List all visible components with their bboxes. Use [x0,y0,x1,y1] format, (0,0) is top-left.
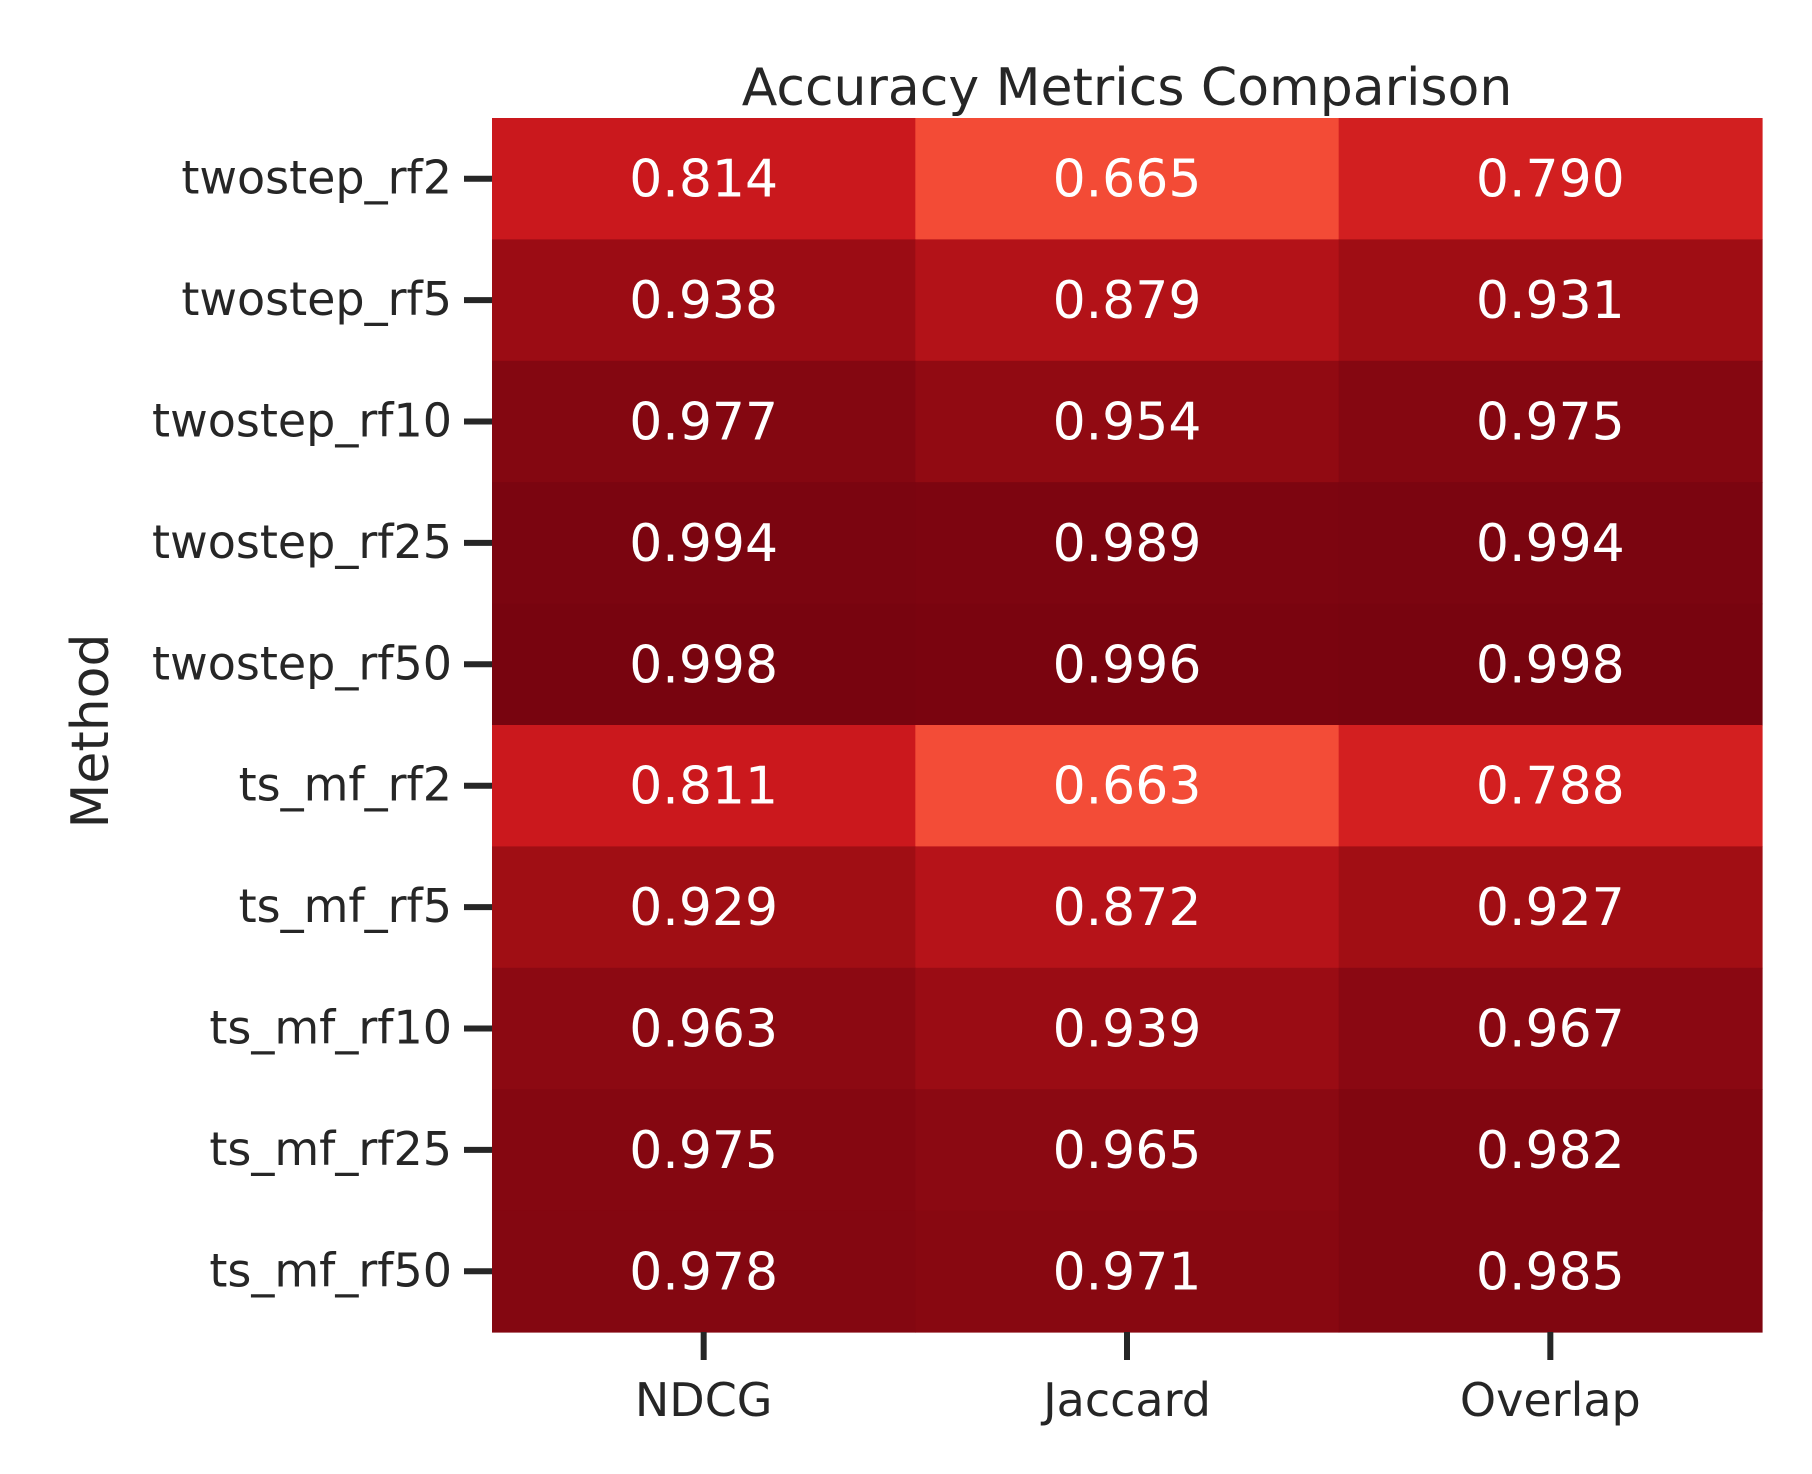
cell-value-label: 0.963 [629,1000,778,1060]
cell-value-label: 0.814 [629,150,778,210]
heatmap-cell-ts_mf_rf2-Overlap [1338,725,1763,847]
cell-value-label: 0.665 [1053,150,1202,210]
heatmap-cell-twostep_rf2-Overlap [1338,118,1763,240]
cell-value-label: 0.954 [1053,393,1202,453]
heatmap-cell-ts_mf_rf50-NDCG [492,1210,916,1333]
chart-title: Accuracy Metrics Comparison [742,58,1513,118]
y-axis: twostep_rf2 twostep_rf5 twostep_rf10twoste… [152,151,492,1297]
cell-value-label: 0.998 [629,635,778,695]
heatmap-cell-twostep_rf50-Overlap [1338,603,1763,726]
cell-value-label: 0.967 [1476,1000,1625,1060]
x-tick-label: Overlap [1460,1373,1641,1427]
cell-value-label: 0.977 [629,393,778,453]
y-tick-label: ts_mf_rf10 [209,1001,452,1055]
cell-value-label: 0.998 [1476,635,1625,695]
y-tick-label: ts_mf_rf2 [239,758,452,812]
heatmap-cell-ts_mf_rf2-NDCG [492,725,916,847]
cell-value-label: 0.975 [1476,393,1625,453]
heatmap-cell-twostep_rf10-Overlap [1338,360,1763,483]
heatmap-cell-twostep_rf50-NDCG [492,603,916,726]
cell-value-label: 0.931 [1476,271,1625,331]
heatmap-cell-twostep_rf2-NDCG [492,118,916,240]
cell-value-label: 0.927 [1476,878,1625,938]
heatmap-cell-twostep_rf10-Jaccard [915,360,1340,483]
cell-value-label: 0.994 [629,514,778,574]
heatmap-cell-twostep_rf2-Jaccard [915,118,1340,240]
heatmap-cell-twostep_rf5-Overlap [1338,239,1763,362]
cell-value-label: 0.879 [1053,271,1202,331]
y-tick-label: twostep_rf10 [152,394,452,448]
cell-value-label: 0.982 [1476,1121,1625,1181]
heatmap-cell-ts_mf_rf10-Jaccard [915,967,1340,1090]
heatmap-cell-twostep_rf25-Overlap [1338,482,1763,605]
cell-value-label: 0.790 [1476,150,1625,210]
heatmap-cells [492,118,1763,1333]
y-axis-title: Method [61,633,121,828]
heatmap-cell-twostep_rf50-Jaccard [915,603,1340,726]
y-tick-label: twostep_rf5 [181,272,452,326]
cell-value-label: 0.996 [1053,635,1202,695]
cell-value-label: 0.939 [1053,1000,1202,1060]
heatmap-cell-ts_mf_rf5-Jaccard [915,846,1340,969]
cell-value-label: 0.994 [1476,514,1625,574]
cell-value-label: 0.978 [629,1242,778,1302]
heatmap-cell-ts_mf_rf10-Overlap [1338,967,1763,1090]
cell-value-label: 0.985 [1476,1242,1625,1302]
heatmap-cell-twostep_rf25-Jaccard [915,482,1340,605]
y-tick-label: twostep_rf50 [152,636,452,690]
heatmap-cell-ts_mf_rf25-Overlap [1338,1089,1763,1212]
heatmap-cell-twostep_rf5-Jaccard [915,239,1340,362]
cell-value-label: 0.975 [629,1121,778,1181]
heatmap-cell-twostep_rf10-NDCG [492,360,916,483]
cell-value-label: 0.989 [1053,514,1202,574]
x-tick-label: Jaccard [1040,1373,1211,1427]
y-tick-label: ts_mf_rf25 [209,1122,452,1176]
y-tick-label: ts_mf_rf5 [239,879,452,933]
heatmap-cell-ts_mf_rf50-Overlap [1338,1210,1763,1333]
y-tick-label: ts_mf_rf50 [209,1243,452,1297]
cell-value-label: 0.872 [1053,878,1202,938]
heatmap-cell-twostep_rf25-NDCG [492,482,916,605]
heatmap-cell-ts_mf_rf2-Jaccard [915,725,1340,847]
heatmap-cell-ts_mf_rf25-NDCG [492,1089,916,1212]
cell-value-label: 0.971 [1053,1242,1202,1302]
heatmap-cell-ts_mf_rf5-Overlap [1338,846,1763,969]
y-tick-label: twostep_rf25 [152,515,452,569]
cell-value-label: 0.788 [1476,757,1625,817]
cell-value-label: 0.938 [629,271,778,331]
x-tick-label: NDCG [635,1373,773,1427]
heatmap-cell-twostep_rf5-NDCG [492,239,916,362]
x-axis: NDCG Jaccard Overlap [635,1332,1641,1427]
cell-value-label: 0.929 [629,878,778,938]
heatmap-cell-ts_mf_rf50-Jaccard [915,1210,1340,1333]
y-tick-label: twostep_rf2 [181,151,452,205]
heatmap-cell-ts_mf_rf5-NDCG [492,846,916,969]
heatmap-cell-ts_mf_rf10-NDCG [492,967,916,1090]
heatmap-cell-labels: 0.814 0.665 0.790 0.938 0.879 0.931 0.977 0.954… [629,150,1625,1303]
cell-value-label: 0.663 [1053,757,1202,817]
cell-value-label: 0.965 [1053,1121,1202,1181]
cell-value-label: 0.811 [629,757,778,817]
heatmap-cell-ts_mf_rf25-Jaccard [915,1089,1340,1212]
